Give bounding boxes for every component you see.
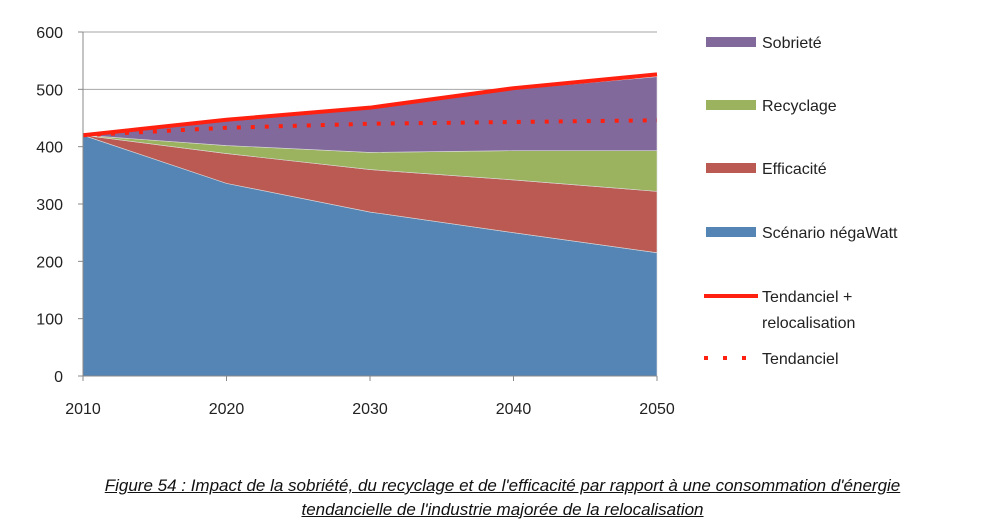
x-tick-label: 2050: [639, 401, 675, 418]
line-tendanciel: [82, 118, 658, 138]
legend-label: Tendanciel +: [762, 289, 852, 306]
y-tick-label: 600: [36, 25, 63, 42]
legend-label: Tendanciel: [762, 351, 839, 368]
legend-swatch: [706, 100, 756, 110]
y-tick-label: 100: [36, 312, 63, 329]
legend-label: Recyclage: [762, 98, 837, 115]
legend-swatch: [706, 163, 756, 173]
caption-line-2: tendancielle de l'industrie majorée de l…: [301, 500, 704, 519]
x-tick-label: 2040: [496, 401, 532, 418]
y-tick-label: 500: [36, 82, 63, 99]
x-tick-label: 2030: [352, 401, 388, 418]
x-tick-label: 2020: [209, 401, 245, 418]
area-chart: 0 100 200 300 400 500 600 2010 2020 2030 2040 2050 S…: [36, 25, 898, 418]
legend-swatch: [706, 37, 756, 47]
line-tendanciel-relocalisation: [82, 72, 658, 138]
y-tick-label: 300: [36, 197, 63, 214]
y-tick-label: 200: [36, 254, 63, 271]
caption-line-1: Figure 54 : Impact de la sobriété, du re…: [104, 476, 901, 495]
x-tick-label: 2010: [65, 401, 101, 418]
legend-label: Scénario négaWatt: [762, 225, 898, 242]
y-tick-label: 0: [54, 369, 63, 386]
figure-caption: Figure 54 : Impact de la sobriété, du re…: [0, 474, 1005, 522]
legend-swatch: [706, 227, 756, 237]
legend-label: Sobrieté: [762, 35, 822, 52]
legend-label: relocalisation: [762, 315, 855, 332]
legend-label: Efficacité: [762, 161, 827, 178]
area-sobriet-: [82, 76, 658, 153]
y-tick-label: 400: [36, 140, 63, 157]
